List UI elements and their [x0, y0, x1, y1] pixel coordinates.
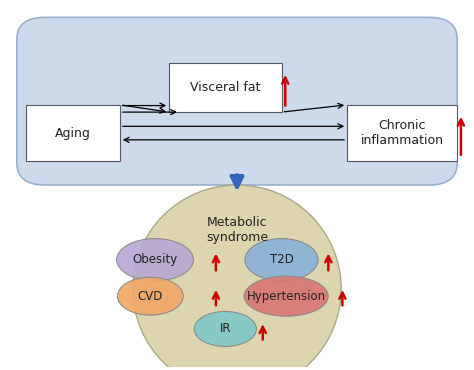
- Text: CVD: CVD: [137, 290, 163, 303]
- Ellipse shape: [244, 276, 328, 316]
- Text: Hypertension: Hypertension: [246, 290, 326, 303]
- Ellipse shape: [118, 277, 183, 315]
- FancyBboxPatch shape: [347, 105, 457, 161]
- Ellipse shape: [133, 185, 341, 370]
- Ellipse shape: [117, 239, 193, 281]
- Text: Visceral fat: Visceral fat: [190, 81, 261, 94]
- Text: Chronic
inflammation: Chronic inflammation: [361, 119, 444, 147]
- FancyBboxPatch shape: [26, 105, 120, 161]
- Text: IR: IR: [219, 323, 231, 336]
- Text: T2D: T2D: [270, 253, 293, 266]
- Text: Aging: Aging: [55, 127, 91, 139]
- FancyBboxPatch shape: [17, 17, 457, 185]
- Ellipse shape: [245, 239, 318, 281]
- FancyBboxPatch shape: [169, 63, 282, 112]
- Ellipse shape: [194, 312, 256, 346]
- Text: Obesity: Obesity: [132, 253, 178, 266]
- Text: Metabolic
syndrome: Metabolic syndrome: [206, 216, 268, 244]
